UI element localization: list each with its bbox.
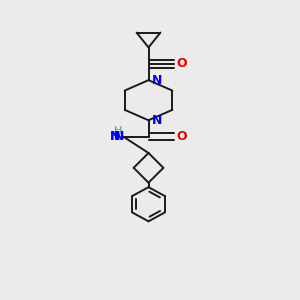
Text: N: N (114, 130, 125, 143)
Text: N: N (152, 114, 162, 127)
Text: O: O (177, 57, 188, 70)
Text: H: H (110, 130, 120, 143)
Text: N: N (152, 74, 162, 87)
Text: O: O (177, 130, 188, 143)
Text: N: N (110, 130, 120, 143)
Text: H: H (113, 126, 122, 136)
